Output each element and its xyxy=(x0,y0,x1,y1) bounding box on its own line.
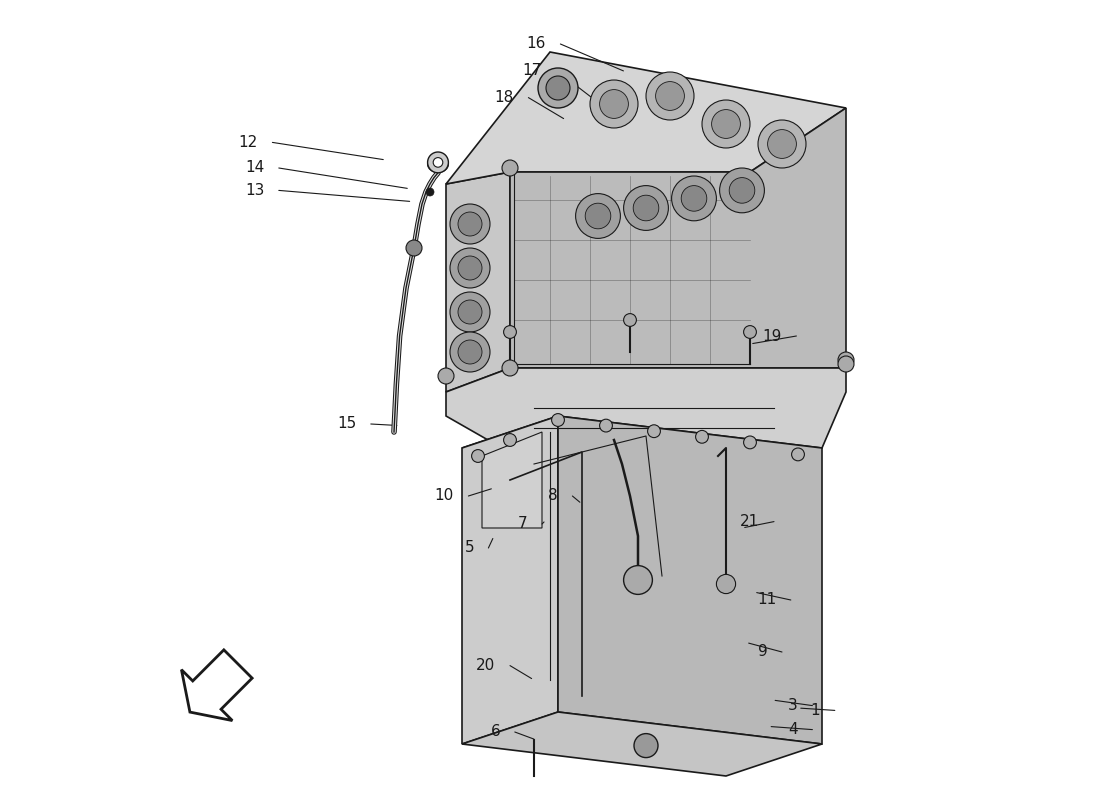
Circle shape xyxy=(712,110,740,138)
Circle shape xyxy=(744,326,757,338)
Text: 13: 13 xyxy=(245,183,264,198)
Circle shape xyxy=(551,414,564,426)
Circle shape xyxy=(695,430,708,443)
Circle shape xyxy=(719,168,764,213)
Text: 14: 14 xyxy=(245,161,264,175)
Text: 16: 16 xyxy=(527,37,546,51)
Text: 1: 1 xyxy=(811,703,821,718)
Polygon shape xyxy=(446,52,846,184)
Circle shape xyxy=(681,186,707,211)
Circle shape xyxy=(428,152,449,173)
Circle shape xyxy=(716,574,736,594)
Text: 15: 15 xyxy=(337,417,356,431)
Circle shape xyxy=(450,332,490,372)
Circle shape xyxy=(729,178,755,203)
Circle shape xyxy=(575,194,620,238)
Circle shape xyxy=(624,566,652,594)
Circle shape xyxy=(590,80,638,128)
Circle shape xyxy=(600,90,628,118)
Text: 8: 8 xyxy=(549,489,558,503)
Circle shape xyxy=(504,434,516,446)
Text: 9: 9 xyxy=(758,645,768,659)
Circle shape xyxy=(458,340,482,364)
Text: 4: 4 xyxy=(789,722,797,737)
Text: 11: 11 xyxy=(757,593,777,607)
Circle shape xyxy=(838,352,854,368)
Polygon shape xyxy=(446,368,846,448)
Polygon shape xyxy=(182,650,252,721)
Circle shape xyxy=(672,176,716,221)
Circle shape xyxy=(656,82,684,110)
Circle shape xyxy=(634,734,658,758)
Text: 18: 18 xyxy=(495,90,514,105)
Polygon shape xyxy=(510,108,846,368)
Text: 21: 21 xyxy=(740,514,760,529)
Text: 12: 12 xyxy=(239,135,258,150)
Polygon shape xyxy=(462,416,822,496)
Circle shape xyxy=(585,203,611,229)
Circle shape xyxy=(792,448,804,461)
Circle shape xyxy=(624,314,637,326)
Text: 17: 17 xyxy=(522,63,542,78)
Circle shape xyxy=(458,256,482,280)
Circle shape xyxy=(472,450,484,462)
Circle shape xyxy=(438,368,454,384)
Circle shape xyxy=(504,326,516,338)
Circle shape xyxy=(450,292,490,332)
Circle shape xyxy=(634,195,659,221)
Polygon shape xyxy=(558,416,822,744)
Circle shape xyxy=(502,360,518,376)
Circle shape xyxy=(433,158,443,167)
Circle shape xyxy=(406,240,422,256)
Circle shape xyxy=(502,160,518,176)
Circle shape xyxy=(758,120,806,168)
Text: 3: 3 xyxy=(789,698,797,713)
Polygon shape xyxy=(482,432,542,528)
Circle shape xyxy=(426,188,434,196)
Circle shape xyxy=(768,130,796,158)
Circle shape xyxy=(538,68,578,108)
Circle shape xyxy=(546,76,570,100)
Circle shape xyxy=(458,212,482,236)
Text: 10: 10 xyxy=(434,489,454,503)
Text: 6: 6 xyxy=(491,725,501,739)
Circle shape xyxy=(838,356,854,372)
Text: 19: 19 xyxy=(762,329,782,343)
Text: 20: 20 xyxy=(476,658,496,673)
Circle shape xyxy=(450,204,490,244)
Circle shape xyxy=(450,248,490,288)
Circle shape xyxy=(744,436,757,449)
Polygon shape xyxy=(446,172,510,392)
Polygon shape xyxy=(462,416,558,744)
Circle shape xyxy=(702,100,750,148)
Circle shape xyxy=(648,425,660,438)
Circle shape xyxy=(458,300,482,324)
Text: 5: 5 xyxy=(464,541,474,555)
Circle shape xyxy=(646,72,694,120)
Circle shape xyxy=(624,186,669,230)
Circle shape xyxy=(600,419,613,432)
Polygon shape xyxy=(462,712,822,776)
Text: 7: 7 xyxy=(518,517,528,531)
